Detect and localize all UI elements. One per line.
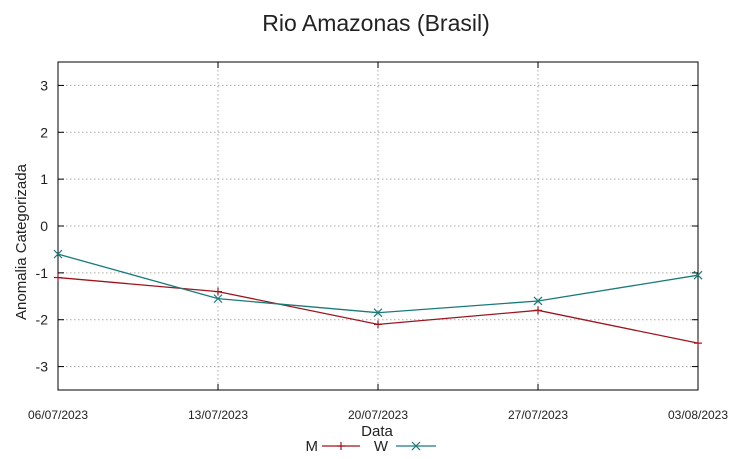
legend-marker-m (337, 442, 345, 450)
data-point-m (374, 320, 382, 329)
marker-stroke (693, 270, 703, 280)
data-point-w (693, 270, 703, 280)
chart-title: Rio Amazonas (Brasil) (262, 10, 490, 36)
x-axis-label: Data (361, 423, 393, 440)
data-point-m (534, 306, 542, 315)
data-point-w (373, 308, 383, 318)
legend-label-m: M (306, 438, 319, 455)
marker-stroke (373, 308, 383, 318)
y-tick-label: -2 (36, 312, 49, 328)
marker-stroke (53, 249, 63, 259)
y-tick-label: 2 (40, 124, 48, 140)
marker-stroke (411, 441, 421, 451)
legend-marker-w (411, 441, 421, 451)
data-point-w (533, 296, 543, 306)
x-tick-label: 27/07/2023 (508, 408, 568, 422)
y-tick-label: 3 (40, 77, 48, 93)
data-point-w (53, 249, 63, 259)
x-tick-label: 06/07/2023 (28, 408, 88, 422)
x-tick-label: 03/08/2023 (668, 408, 728, 422)
x-tick-label: 20/07/2023 (348, 408, 408, 422)
y-tick-label: 1 (40, 171, 48, 187)
y-ticks: 3 2 1 0 -1 -2 -3 (36, 77, 698, 375)
y-tick-label: -1 (36, 265, 49, 281)
data-point-w (213, 294, 223, 304)
y-tick-label: -3 (36, 359, 49, 375)
data-point-m (694, 339, 702, 348)
data-point-m (214, 287, 222, 296)
x-ticks: 06/07/2023 13/07/2023 20/07/2023 27/07/2023… (28, 62, 728, 422)
x-tick-label: 13/07/2023 (188, 408, 248, 422)
y-axis-label: Anomalia Categorizada (13, 163, 30, 320)
marker-stroke (213, 294, 223, 304)
marker-stroke (533, 296, 543, 306)
series-group (53, 249, 703, 348)
legend-label-w: W (374, 438, 389, 455)
y-tick-label: 0 (40, 218, 48, 234)
data-point-m (54, 273, 62, 282)
grid (58, 62, 698, 390)
